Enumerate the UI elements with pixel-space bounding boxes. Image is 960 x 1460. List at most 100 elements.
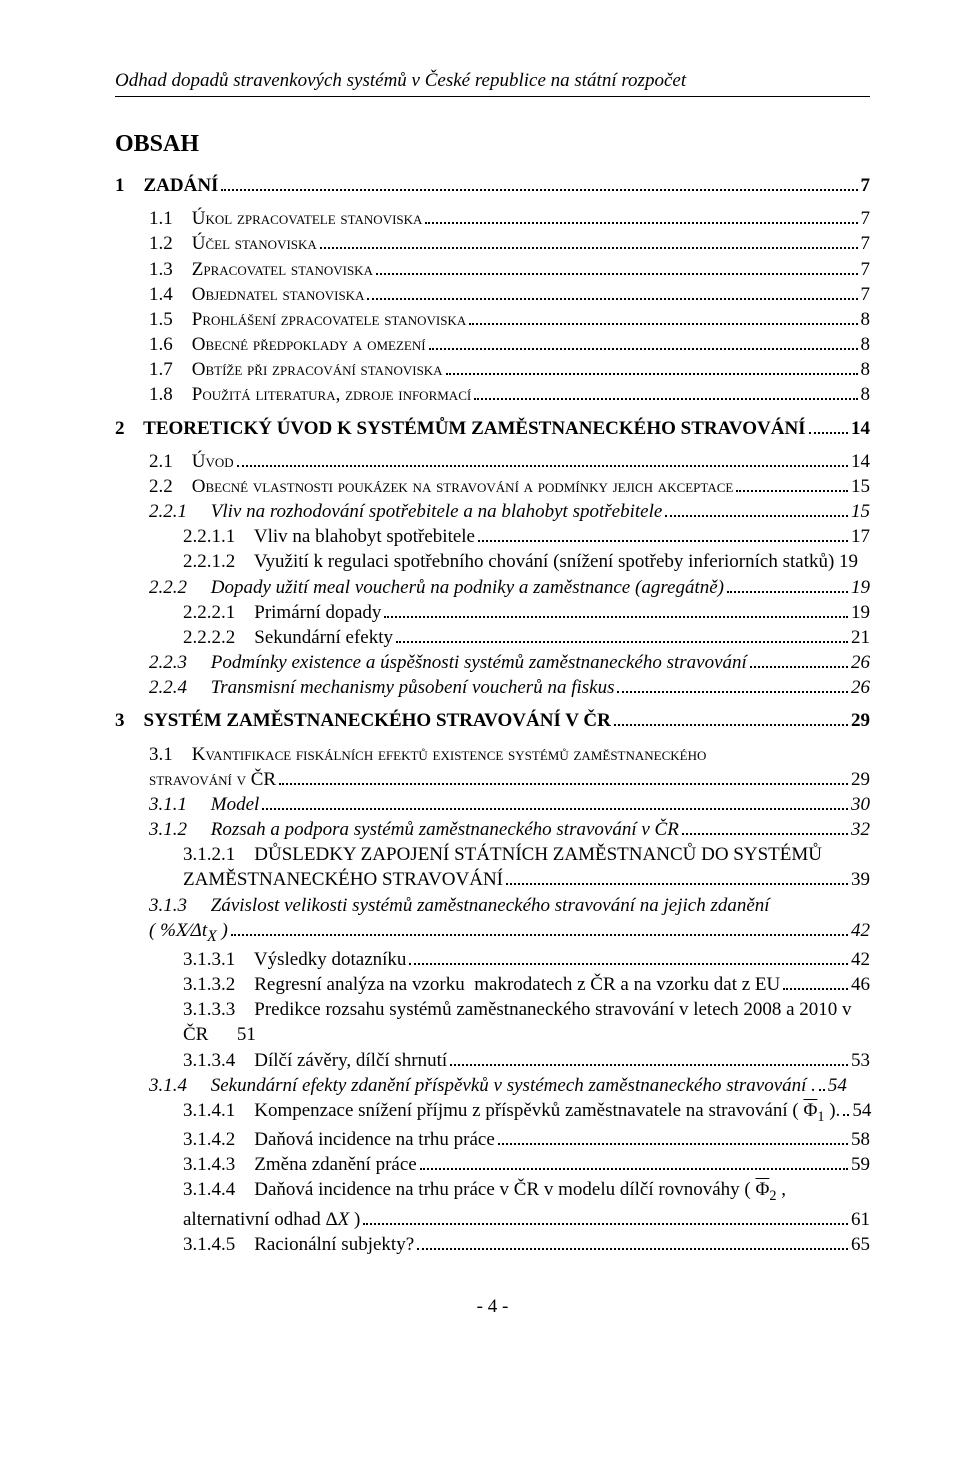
toc-leader-dots	[363, 1212, 848, 1224]
toc-label: ČR 51	[183, 1023, 256, 1046]
toc-label: 1 ZADÁNÍ	[115, 174, 218, 197]
toc-leader-dots	[809, 421, 848, 433]
toc-label: 3.1.4 Sekundární efekty zdanění příspěvk…	[149, 1074, 816, 1097]
toc-leader-dots	[682, 823, 848, 835]
toc-row: 2.2.1 Vliv na rozhodování spotřebitele a…	[115, 500, 870, 523]
toc-row: 1.4 Objednatel stanoviska 7	[115, 283, 870, 306]
toc-label: 2.2.1.1 Vliv na blahobyt spotřebitele	[183, 525, 475, 548]
toc-row: 3.1.3 Závislost velikosti systémů zaměst…	[115, 894, 870, 917]
page-number-footer: - 4 -	[115, 1296, 870, 1318]
toc-label: 2.2.1 Vliv na rozhodování spotřebitele a…	[149, 500, 662, 523]
toc-leader-dots	[384, 605, 848, 617]
toc-page-number: 7	[861, 283, 871, 306]
toc-leader-dots	[819, 1078, 825, 1090]
toc-row: 3.1.3.3 Predikce rozsahu systémů zaměstn…	[115, 998, 870, 1021]
toc-label: 2 TEORETICKÝ ÚVOD K SYSTÉMŮM ZAMĚSTNANEC…	[115, 417, 806, 440]
toc-row: 2.1 Úvod 14	[115, 450, 870, 473]
toc-page-number: 59	[851, 1153, 870, 1176]
toc-label: 3 SYSTÉM ZAMĚSTNANECKÉHO STRAVOVÁNÍ V ČR	[115, 709, 611, 732]
toc-row: 3.1.4 Sekundární efekty zdanění příspěvk…	[115, 1074, 870, 1097]
toc-row: ZAMĚSTNANECKÉHO STRAVOVÁNÍ 39	[115, 868, 870, 891]
toc-leader-dots	[262, 798, 848, 810]
toc-page-number: 26	[851, 676, 870, 699]
toc-label: 1.6 Obecné předpoklady a omezení	[149, 333, 426, 356]
toc-leader-dots	[396, 630, 848, 642]
toc-row: 2.2.2.2 Sekundární efekty 21	[115, 626, 870, 649]
toc-row: 3.1.3.2 Regresní analýza na vzorku makro…	[115, 973, 870, 996]
toc-page-number: 21	[851, 626, 870, 649]
toc-label: 3.1.4.4 Daňová incidence na trhu práce v…	[183, 1178, 786, 1205]
toc-leader-dots	[237, 454, 848, 466]
toc-label: 3.1.2 Rozsah a podpora systémů zaměstnan…	[149, 818, 679, 841]
toc-label: 2.2.3 Podmínky existence a úspěšnosti sy…	[149, 651, 747, 674]
toc-page-number: 46	[851, 973, 870, 996]
toc-page-number: 8	[861, 308, 871, 331]
toc-label: 2.2.2.1 Primární dopady	[183, 601, 381, 624]
toc-row: 1.7 Obtíže při zpracování stanoviska 8	[115, 358, 870, 381]
page: Odhad dopadů stravenkových systémů v Čes…	[0, 0, 960, 1358]
toc-leader-dots	[367, 287, 857, 299]
toc-label: 1.2 Účel stanoviska	[149, 232, 317, 255]
toc-page-number: 32	[851, 818, 870, 841]
toc-label: stravování v ČR	[149, 768, 276, 791]
toc-label: 2.1 Úvod	[149, 450, 234, 473]
toc-page-number: 8	[861, 333, 871, 356]
toc-leader-dots	[376, 262, 858, 274]
toc-label: 3.1.3.3 Predikce rozsahu systémů zaměstn…	[183, 998, 852, 1021]
toc-label: 2.2.1.2 Využití k regulaci spotřebního c…	[183, 550, 858, 573]
toc-label: 3.1.3.4 Dílčí závěry, dílčí shrnutí	[183, 1049, 447, 1072]
toc-page-number: 39	[851, 868, 870, 891]
toc-label: 3.1.4.1 Kompenzace snížení příjmu z přís…	[183, 1099, 840, 1126]
toc-leader-dots	[478, 530, 848, 542]
toc-row: 3.1.2 Rozsah a podpora systémů zaměstnan…	[115, 818, 870, 841]
toc-label: 3.1.2.1 DŮSLEDKY ZAPOJENÍ STÁTNÍCH ZAMĚS…	[183, 843, 822, 866]
toc-leader-dots	[750, 656, 848, 668]
toc-row: ČR 51	[115, 1023, 870, 1046]
toc-leader-dots	[420, 1158, 848, 1170]
toc-leader-dots	[665, 505, 848, 517]
toc-row: 1.5 Prohlášení zpracovatele stanoviska 8	[115, 308, 870, 331]
toc-row: 1 ZADÁNÍ 7	[115, 174, 870, 197]
toc-row: 2.2.1.2 Využití k regulaci spotřebního c…	[115, 550, 870, 573]
toc-label: 1.5 Prohlášení zpracovatele stanoviska	[149, 308, 466, 331]
toc-leader-dots	[614, 714, 848, 726]
toc-row: 1.8 Použitá literatura, zdroje informací…	[115, 383, 870, 406]
toc-label: ( %X⁄ΔtX )	[149, 919, 228, 946]
toc-label: 3.1.3.1 Výsledky dotazníku	[183, 948, 406, 971]
toc-row: 3.1.4.3 Změna zdanění práce 59	[115, 1153, 870, 1176]
toc-row: 2.2.2.1 Primární dopady 19	[115, 601, 870, 624]
toc-leader-dots	[417, 1237, 848, 1249]
toc-page-number: 19	[851, 601, 870, 624]
toc-leader-dots	[429, 338, 858, 350]
toc-page-number: 14	[851, 417, 870, 440]
toc-leader-dots	[279, 772, 848, 784]
toc-row: 2.2.2 Dopady užití meal voucherů na podn…	[115, 576, 870, 599]
toc-row: 2 TEORETICKÝ ÚVOD K SYSTÉMŮM ZAMĚSTNANEC…	[115, 417, 870, 440]
toc-leader-dots	[474, 388, 857, 400]
toc-row: 3.1.3.1 Výsledky dotazníku 42	[115, 948, 870, 971]
toc-page-number: 7	[861, 174, 871, 197]
toc-label: 3.1.3 Závislost velikosti systémů zaměst…	[149, 894, 770, 917]
toc-leader-dots	[469, 312, 857, 324]
toc-page-number: 8	[861, 383, 871, 406]
toc-label: 1.1 Úkol zpracovatele stanoviska	[149, 207, 422, 230]
toc-row: ( %X⁄ΔtX ) 42	[115, 919, 870, 946]
toc-label: 3.1.4.5 Racionální subjekty?	[183, 1233, 414, 1256]
toc-label: ZAMĚSTNANECKÉHO STRAVOVÁNÍ	[183, 868, 503, 891]
toc-row: 1.3 Zpracovatel stanoviska 7	[115, 258, 870, 281]
toc-page-number: 58	[851, 1128, 870, 1151]
toc-row: 2.2 Obecné vlastnosti poukázek na stravo…	[115, 475, 870, 498]
toc-page-number: 15	[851, 500, 870, 523]
toc-label: alternativní odhad ΔX )	[183, 1208, 360, 1231]
toc-label: 2.2 Obecné vlastnosti poukázek na stravo…	[149, 475, 733, 498]
toc-page-number: 19	[851, 576, 870, 599]
toc-leader-dots	[736, 479, 848, 491]
toc-leader-dots	[617, 681, 848, 693]
toc-page-number: 42	[851, 948, 870, 971]
toc-leader-dots	[450, 1053, 848, 1065]
toc-label: 3.1.3.2 Regresní analýza na vzorku makro…	[183, 973, 780, 996]
toc-label: 3.1 Kvantifikace fiskálních efektů exist…	[149, 743, 706, 766]
toc-row: 3 SYSTÉM ZAMĚSTNANECKÉHO STRAVOVÁNÍ V ČR…	[115, 709, 870, 732]
toc-page-number: 54	[828, 1074, 847, 1097]
toc-row: 3.1.1 Model 30	[115, 793, 870, 816]
